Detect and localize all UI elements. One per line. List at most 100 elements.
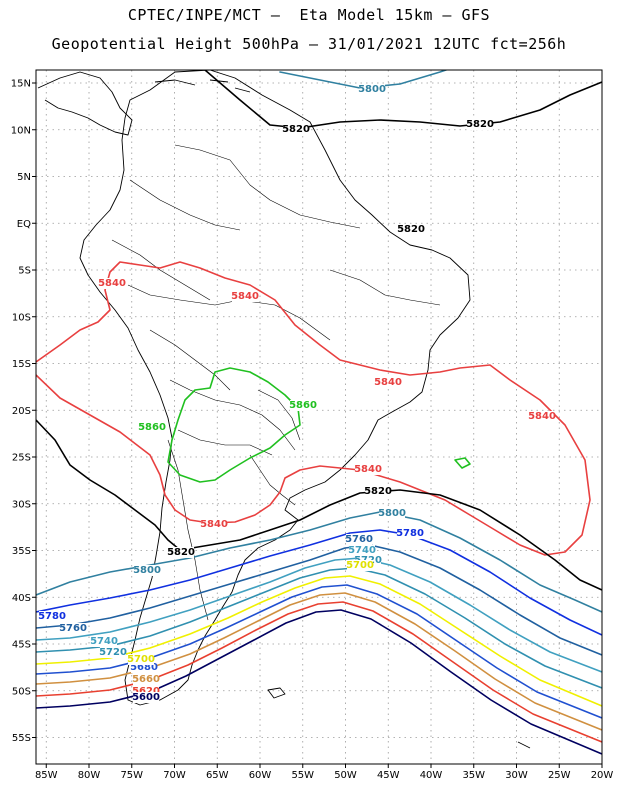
contour-label: 5820 — [466, 119, 494, 130]
contour-label: 5840 — [354, 464, 382, 475]
contour-label-bg — [529, 411, 555, 422]
map-frame — [35, 69, 603, 765]
contour-5700 — [36, 575, 602, 707]
contour-label-bg — [99, 278, 125, 289]
contour-label: 5840 — [374, 377, 402, 388]
lat-label: 40S — [12, 593, 31, 604]
contour-5720 — [36, 567, 602, 689]
lat-label: 30S — [12, 499, 31, 510]
contour-label-bg — [346, 534, 372, 545]
contour-label: 5740 — [90, 636, 118, 647]
contour-5760 — [36, 544, 602, 656]
contour-5600 — [36, 609, 602, 755]
contour-label: 5840 — [98, 278, 126, 289]
contour-label: 5840 — [231, 291, 259, 302]
lon-label: 50W — [334, 770, 357, 781]
contour-label-bg — [133, 674, 159, 685]
lat-label: 45S — [12, 640, 31, 651]
lat-label: 55S — [12, 733, 31, 744]
contour-5620 — [36, 601, 602, 743]
contour-label-bg — [60, 623, 86, 634]
contour-5780 — [36, 529, 602, 636]
lon-label: 85W — [35, 770, 58, 781]
contour-label-bg — [139, 422, 165, 433]
contour-5820-north — [204, 70, 602, 129]
lat-label: 10N — [11, 125, 31, 136]
coastline-south-america — [79, 70, 471, 706]
contour-label-bg — [100, 647, 126, 658]
contour-label-bg — [168, 547, 194, 558]
lat-lon-grid — [36, 70, 602, 764]
contour-5800-south — [36, 511, 602, 613]
contour-label-bg — [355, 464, 381, 475]
contour-label: 5760 — [345, 534, 373, 545]
lon-label: 30W — [505, 770, 528, 781]
lon-label: 80W — [78, 770, 101, 781]
lon-label: 70W — [163, 770, 186, 781]
contour-label: 5720 — [99, 647, 127, 658]
contour-label: 5760 — [59, 623, 87, 634]
lat-label: 15S — [12, 359, 31, 370]
contour-label-bg — [349, 545, 375, 556]
chart-title-line2: Geopotential Height 500hPa – 31/01/2021 … — [51, 35, 567, 53]
contour-label: 5840 — [200, 519, 228, 530]
lon-label: 35W — [462, 770, 485, 781]
contour-5860-central — [167, 367, 301, 483]
lon-label: 65W — [206, 770, 229, 781]
lat-label: 50S — [12, 686, 31, 697]
contour-label-bg — [133, 686, 159, 697]
contour-label: 5780 — [38, 611, 66, 622]
coastline-caribbean-islands — [154, 79, 251, 93]
lon-label: 75W — [120, 770, 143, 781]
lat-label: 15N — [11, 79, 31, 90]
lon-label: 60W — [249, 770, 272, 781]
lat-label: 35S — [12, 546, 31, 557]
contour-label: 5740 — [348, 545, 376, 556]
contour-label-bg — [359, 84, 385, 95]
contour-label-bg — [290, 400, 316, 411]
contour-label-bg — [283, 124, 309, 135]
contour-label-bg — [91, 636, 117, 647]
contour-label: 5860 — [138, 422, 166, 433]
contour-label-bg — [128, 654, 154, 665]
contour-label: 5820 — [282, 124, 310, 135]
contour-label: 5700 — [346, 560, 374, 571]
lon-label: 55W — [291, 770, 314, 781]
longitude-labels: 85W 80W 75W 70W 65W 60W 55W 50W 45W 40W 35W 30W 25W 2… — [35, 764, 613, 781]
lat-label: 25S — [12, 453, 31, 464]
contour-label: 5820 — [364, 486, 392, 497]
contour-label: 5680 — [130, 662, 158, 673]
contour-labels: 5800 5820 5820 5820 5840 5840 5840 5840 5860 5860… — [38, 84, 556, 703]
contour-label: 5600 — [132, 692, 160, 703]
contour-label-bg — [365, 486, 391, 497]
lat-label: EQ — [17, 219, 31, 230]
contour-label-bg — [398, 224, 424, 235]
country-borders — [111, 144, 441, 621]
contour-label-bg — [397, 528, 423, 539]
contour-label: 5820 — [397, 224, 425, 235]
lon-label: 45W — [377, 770, 400, 781]
contour-label: 5780 — [396, 528, 424, 539]
latitude-labels: 15N 10N 5N EQ 5S 10S 15S 20S 25S 30S 35S 40S 45S 50S 5… — [11, 79, 36, 744]
contour-label-bg — [467, 119, 493, 130]
coastline-central-america — [37, 71, 133, 136]
contour-label-bg — [379, 508, 405, 519]
lon-label: 25W — [548, 770, 571, 781]
contour-label-bg — [131, 662, 157, 673]
contour-5660 — [36, 592, 602, 731]
contour-label: 5840 — [528, 411, 556, 422]
lon-label: 20W — [591, 770, 614, 781]
contour-label: 5860 — [289, 400, 317, 411]
contour-label: 5800 — [133, 565, 161, 576]
lat-label: 5N — [17, 172, 31, 183]
contour-label-bg — [375, 377, 401, 388]
south-georgia-island — [517, 741, 531, 749]
contour-label-bg — [133, 692, 159, 703]
lat-label: 10S — [12, 312, 31, 323]
contour-label-bg — [134, 565, 160, 576]
contour-label: 5800 — [378, 508, 406, 519]
chart-title-line1: CPTEC/INPE/MCT – Eta Model 15km – GFS — [127, 6, 491, 24]
falkland-islands — [267, 687, 286, 699]
contour-label: 5800 — [358, 84, 386, 95]
